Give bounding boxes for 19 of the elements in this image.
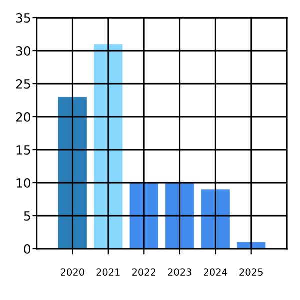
y-tick-label: 20	[16, 112, 31, 122]
x-tick-label: 2020	[60, 268, 84, 276]
bar	[58, 97, 87, 249]
y-tick-label: 35	[16, 13, 30, 23]
bar	[130, 183, 158, 249]
y-tick-label: 0	[24, 244, 31, 254]
y-tick-label: 5	[24, 212, 30, 221]
bar	[166, 183, 194, 249]
y-tick-label: 15	[16, 146, 30, 155]
x-tick-label: 2024	[204, 268, 228, 276]
x-tick-label: 2023	[168, 268, 192, 276]
bar	[94, 44, 123, 249]
y-tick-label: 30	[16, 46, 31, 56]
x-tick-label: 2021	[96, 268, 120, 276]
bar	[201, 190, 230, 249]
y-tick-label: 10	[16, 178, 31, 188]
x-tick-label: 2025	[240, 268, 263, 276]
x-tick-label: 2022	[132, 268, 156, 276]
y-tick-label: 25	[16, 79, 30, 89]
